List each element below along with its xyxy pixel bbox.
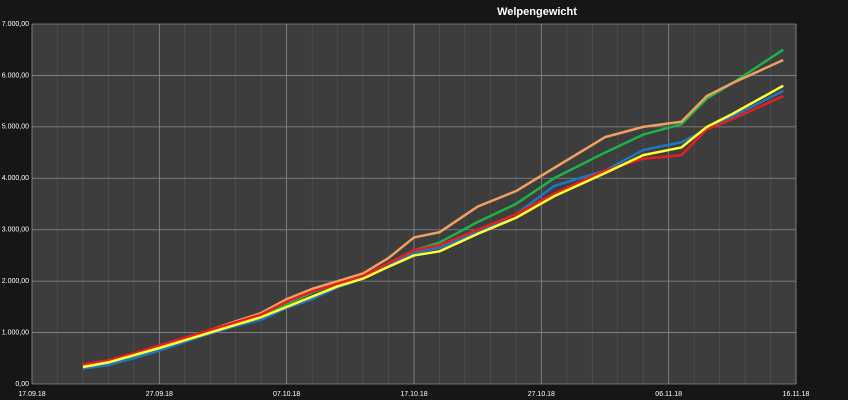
y-tick-label: 6.000,00 xyxy=(2,72,29,79)
x-tick-label: 27.09.18 xyxy=(146,391,173,398)
y-tick-label: 3.000,00 xyxy=(2,227,29,234)
y-tick-label: 7.000,00 xyxy=(2,21,29,28)
y-tick-label: 4.000,00 xyxy=(2,175,29,182)
x-tick-label: 17.10.18 xyxy=(400,391,427,398)
x-tick-label: 07.10.18 xyxy=(273,391,300,398)
y-tick-label: 0,00 xyxy=(15,381,29,388)
x-tick-label: 06.11.18 xyxy=(655,391,682,398)
y-tick-label: 5.000,00 xyxy=(2,124,29,131)
x-tick-label: 27.10.18 xyxy=(528,391,555,398)
x-tick-label: 16.11.18 xyxy=(783,391,810,398)
series-line xyxy=(82,94,784,366)
chart-title: Welpengewicht xyxy=(497,6,577,18)
y-tick-label: 1.000,00 xyxy=(2,329,29,336)
y-tick-label: 2.000,00 xyxy=(2,278,29,285)
series-line xyxy=(82,84,784,369)
x-tick-label: 17.09.18 xyxy=(18,391,45,398)
